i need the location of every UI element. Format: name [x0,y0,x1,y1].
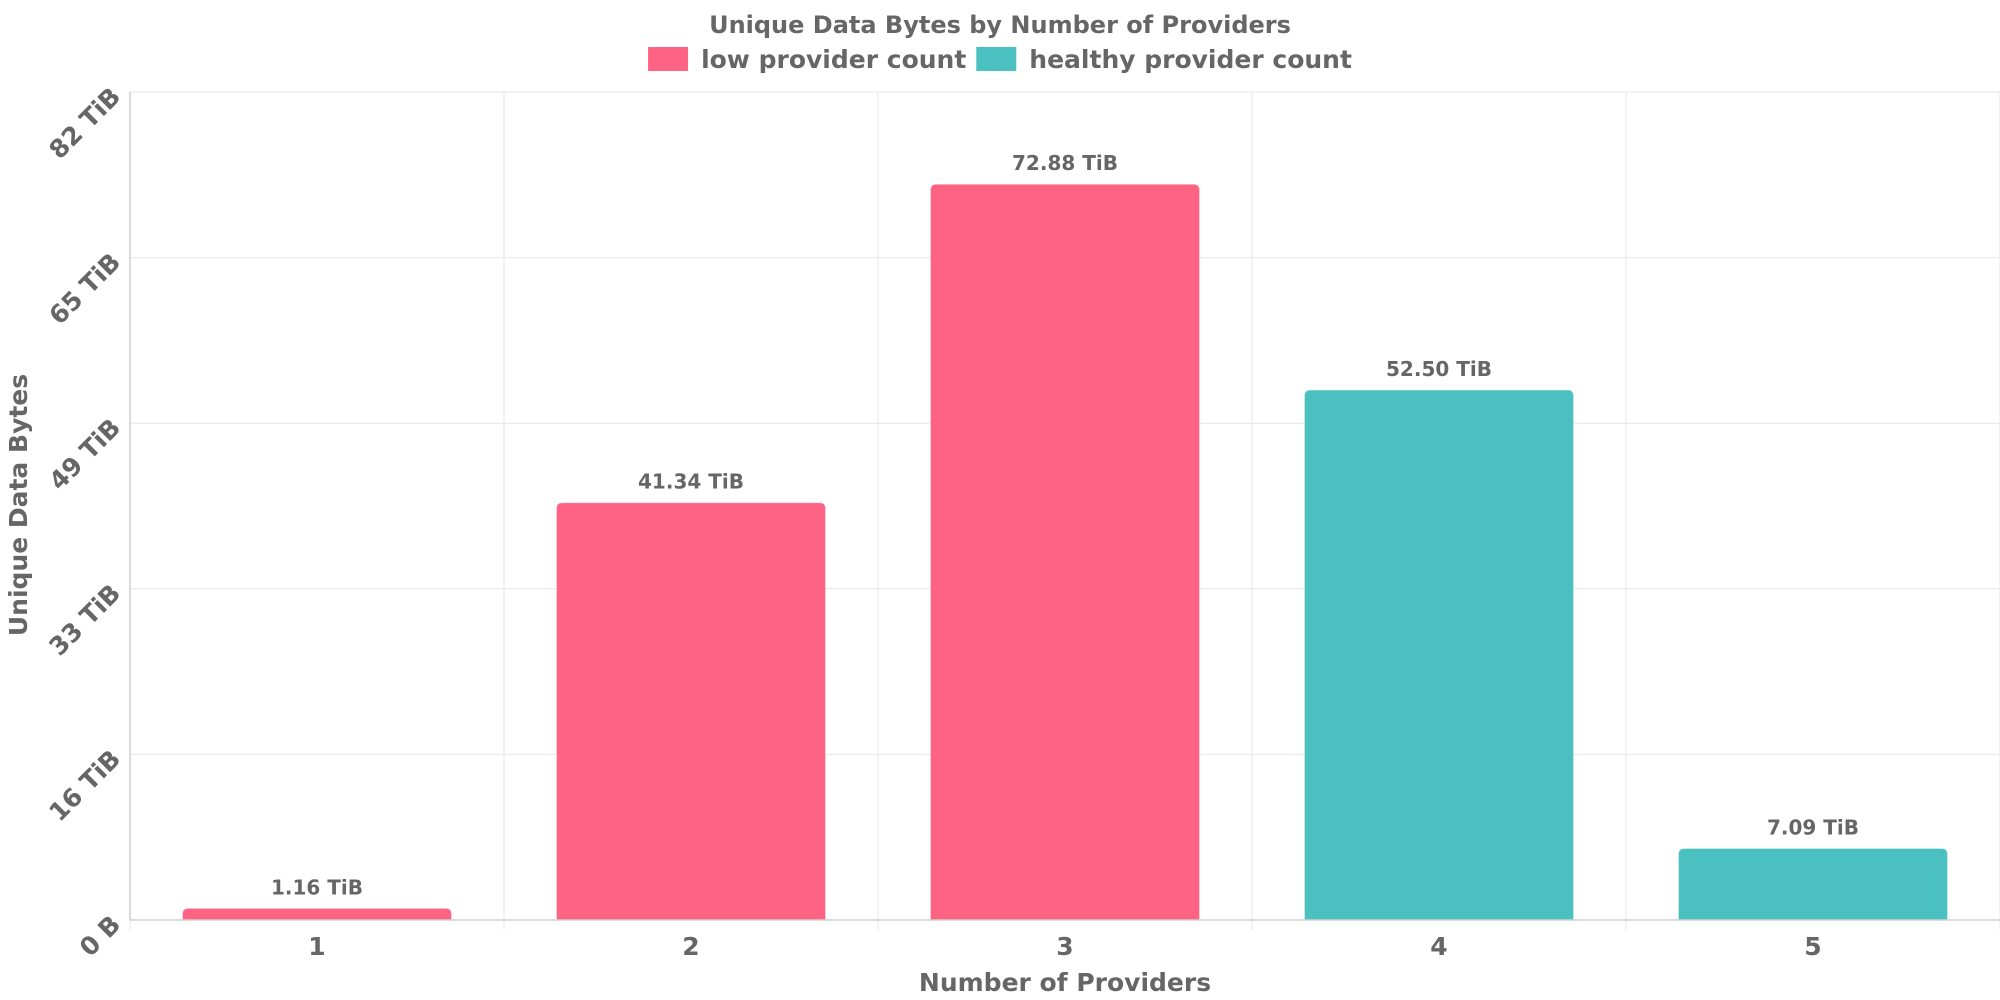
bar-value-label: 1.16 TiB [271,875,363,899]
legend-label: low provider count [701,45,966,74]
legend-label: healthy provider count [1029,45,1352,74]
legend-swatch [648,47,689,71]
y-tick-label: 0 B [74,910,126,962]
y-tick-label: 33 TiB [43,579,126,662]
bar-value-label: 72.88 TiB [1012,151,1118,175]
legend[interactable]: low provider count healthy provider count [648,45,1352,74]
bar-5[interactable] [1677,847,1949,921]
x-tick-label: 3 [1056,932,1073,961]
y-tick-label: 49 TiB [43,413,126,496]
legend-item-low[interactable]: low provider count [648,45,966,74]
y-tick-label: 16 TiB [43,744,126,827]
x-tick-label: 1 [308,932,325,961]
legend-swatch [976,47,1017,71]
data-labels: 1.16 TiB 41.34 TiB 72.88 TiB 52.50 TiB 7.09 … [271,151,1859,899]
bars [181,183,1949,921]
bar-4[interactable] [1303,389,1575,921]
y-tick-label: 82 TiB [43,82,126,165]
bar-value-label: 7.09 TiB [1767,815,1859,839]
y-axis-title: Unique Data Bytes [4,374,33,636]
bar-value-label: 41.34 TiB [638,470,744,494]
bar-3[interactable] [929,183,1201,921]
chart-title: Unique Data Bytes by Number of Providers [709,11,1291,39]
x-tick-label: 4 [1430,932,1447,961]
legend-item-healthy[interactable]: healthy provider count [976,45,1352,74]
x-axis-title: Number of Providers [919,968,1211,997]
bar-2[interactable] [555,502,827,921]
bar-1[interactable] [181,907,453,921]
y-tick-label: 65 TiB [43,247,126,330]
bar-value-label: 52.50 TiB [1386,357,1492,381]
x-tick-label: 2 [682,932,699,961]
x-tick-label: 5 [1804,932,1821,961]
